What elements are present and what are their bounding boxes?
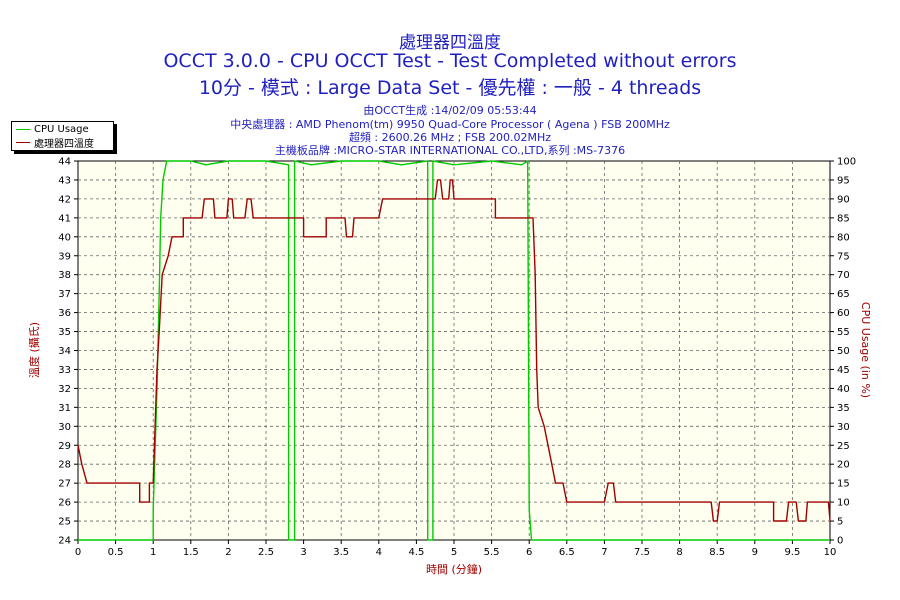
chart-subtitle-1: OCCT 3.0.0 - CPU OCCT Test - Test Comple… — [163, 50, 737, 72]
y-right-tick-label: 85 — [837, 213, 850, 224]
y-right-tick-label: 15 — [837, 479, 850, 490]
legend-swatch-cpu4-temp — [16, 142, 30, 143]
y-right-tick-label: 55 — [837, 327, 850, 338]
x-tick-label: 1 — [150, 547, 156, 558]
info-cpu: 中央處理器 : AMD Phenom(tm) 9950 Quad-Core Pr… — [230, 118, 670, 131]
y-right-tick-label: 10 — [837, 498, 850, 509]
legend-label-cpu4-temp: 處理器四溫度 — [34, 139, 94, 150]
y-left-tick-label: 43 — [58, 175, 71, 186]
y-right-tick-label: 30 — [837, 422, 850, 433]
y-right-tick-label: 95 — [837, 175, 850, 186]
info-generated: 由OCCT生成 :14/02/09 05:53:44 — [363, 104, 537, 117]
y-right-tick-label: 35 — [837, 403, 850, 414]
series-layer — [77, 160, 831, 541]
y-right-tick-label: 100 — [837, 157, 856, 168]
series-line-cpu4-temp — [77, 179, 831, 522]
y-left-tick-label: 35 — [58, 327, 71, 338]
y-left-tick-label: 28 — [58, 460, 71, 471]
y-left-tick-label: 31 — [58, 403, 71, 414]
chart-title: 處理器四溫度 — [399, 33, 501, 53]
x-tick-label: 8.5 — [709, 547, 725, 558]
y-left-tick-label: 38 — [58, 270, 71, 281]
y-left-tick-label: 27 — [58, 479, 71, 490]
x-tick-label: 1.5 — [183, 547, 199, 558]
y-left-tick-label: 42 — [58, 194, 71, 205]
x-tick-label: 10 — [824, 547, 837, 558]
x-tick-label: 5 — [451, 547, 457, 558]
y-left-tick-label: 29 — [58, 441, 71, 452]
y-axis-label-right: CPU Usage (in %) — [859, 302, 872, 398]
series-line-cpu-usage — [78, 160, 830, 541]
y-left-tick-label: 26 — [58, 498, 71, 509]
x-tick-label: 4 — [376, 547, 382, 558]
info-clock: 超頻 : 2600.26 MHz ; FSB 200.02MHz — [348, 131, 552, 144]
legend-swatch-cpu-usage — [16, 129, 30, 130]
y-right-tick-label: 45 — [837, 365, 850, 376]
x-tick-label: 6.5 — [559, 547, 575, 558]
x-tick-label: 3.5 — [333, 547, 349, 558]
y-left-tick-label: 34 — [58, 346, 71, 357]
x-tick-label: 0 — [75, 547, 81, 558]
y-left-tick-label: 41 — [58, 213, 71, 224]
y-right-tick-label: 25 — [837, 441, 850, 452]
y-left-tick-label: 25 — [58, 517, 71, 528]
info-motherboard: 主機板品牌 :MICRO-STAR INTERNATIONAL CO.,LTD,… — [274, 144, 626, 157]
chart-subtitle-2: 10分 - 模式 : Large Data Set - 優先權 : 一般 - 4… — [198, 77, 702, 99]
y-left-tick-label: 32 — [58, 384, 71, 395]
y-right-tick-label: 5 — [837, 517, 843, 528]
y-left-tick-label: 36 — [58, 308, 71, 319]
x-tick-label: 9 — [752, 547, 758, 558]
y-right-tick-label: 40 — [837, 384, 850, 395]
y-left-tick-label: 44 — [58, 157, 71, 168]
x-axis-label: 時間 (分鐘) — [426, 562, 482, 576]
y-left-tick-label: 33 — [58, 365, 71, 376]
legend-item-cpu-usage: CPU Usage — [16, 123, 89, 136]
legend-item-cpu4-temp: 處理器四溫度 — [16, 136, 94, 150]
y-right-tick-label: 60 — [837, 308, 850, 319]
y-right-tick-label: 70 — [837, 270, 850, 281]
y-right-tick-label: 65 — [837, 289, 850, 300]
x-tick-label: 9.5 — [784, 547, 800, 558]
y-left-tick-label: 37 — [58, 289, 71, 300]
y-right-tick-label: 80 — [837, 232, 850, 243]
x-tick-label: 8 — [676, 547, 682, 558]
y-right-tick-label: 0 — [837, 536, 843, 547]
x-tick-label: 2 — [225, 547, 231, 558]
y-left-tick-label: 24 — [58, 536, 71, 547]
axes: 0 0.5 1 1.5 2 2.5 3 3.5 4 4.5 5 5.5 6 6.5 7 7.5 8 8.5 9 9.5… — [58, 157, 856, 559]
x-tick-label: 3 — [300, 547, 306, 558]
y-axis-label-left: 溫度 (攝氏) — [27, 322, 41, 378]
x-tick-label: 7.5 — [634, 547, 650, 558]
x-tick-label: 4.5 — [408, 547, 424, 558]
legend-label-cpu-usage: CPU Usage — [34, 124, 89, 135]
y-right-tick-label: 75 — [837, 251, 850, 262]
x-tick-label: 2.5 — [258, 547, 274, 558]
y-right-tick-label: 50 — [837, 346, 850, 357]
y-left-tick-label: 40 — [58, 232, 71, 243]
x-tick-label: 6 — [526, 547, 532, 558]
y-right-tick-label: 20 — [837, 460, 850, 471]
x-tick-label: 5.5 — [484, 547, 500, 558]
grid — [78, 161, 830, 540]
x-tick-label: 0.5 — [108, 547, 124, 558]
x-tick-label: 7 — [601, 547, 607, 558]
y-right-tick-label: 90 — [837, 194, 850, 205]
y-left-tick-label: 30 — [58, 422, 71, 433]
y-left-tick-label: 39 — [58, 251, 71, 262]
legend: CPU Usage 處理器四溫度 — [11, 121, 114, 151]
